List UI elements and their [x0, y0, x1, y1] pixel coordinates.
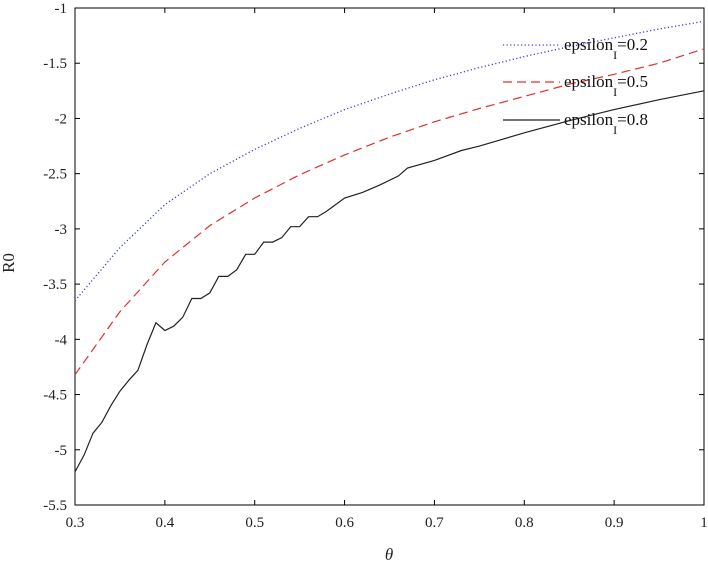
axis-ticks: 0.3 0.4 0.5 0.6 0.7 0.8 0.9 1 -5.5 -5 -4.5 -4 -3.5 -3…: [43, 1, 708, 531]
series-line-2: [74, 48, 705, 376]
x-tick-label: 0.8: [515, 515, 534, 531]
y-tick-label: -5.5: [43, 498, 67, 514]
x-tick-label: 0.6: [335, 515, 354, 531]
y-tick-label: -1.5: [43, 56, 67, 72]
y-tick-label: -3.5: [43, 277, 67, 293]
legend-label-2: epsilonI=0.5: [564, 72, 648, 99]
y-axis-label: R0: [0, 253, 18, 273]
x-axis-label: θ: [385, 545, 393, 564]
y-tick-label: -2: [55, 111, 68, 127]
x-tick-label: 0.4: [155, 515, 174, 531]
legend: epsilonI=0.2 epsilonI=0.5 epsilonI=0.8: [503, 35, 648, 137]
series-line-3: [74, 90, 705, 473]
legend-label-3: epsilonI=0.8: [564, 110, 648, 137]
y-tick-label: -5: [55, 443, 68, 459]
x-tick-label: 0.9: [605, 515, 624, 531]
y-tick-label: -4: [55, 332, 68, 348]
x-tick-label: 0.5: [245, 515, 264, 531]
plot-area: [74, 7, 705, 506]
y-tick-label: -1: [55, 1, 68, 17]
x-tick-label: 0.3: [66, 515, 85, 531]
y-tick-label: -3: [55, 222, 68, 238]
legend-label-1: epsilonI=0.2: [564, 35, 648, 62]
y-tick-label: -2.5: [43, 167, 67, 183]
series-layer: [74, 20, 705, 473]
y-tick-label: -4.5: [43, 388, 67, 404]
x-tick-label: 0.7: [425, 515, 444, 531]
x-tick-label: 1: [700, 515, 708, 531]
